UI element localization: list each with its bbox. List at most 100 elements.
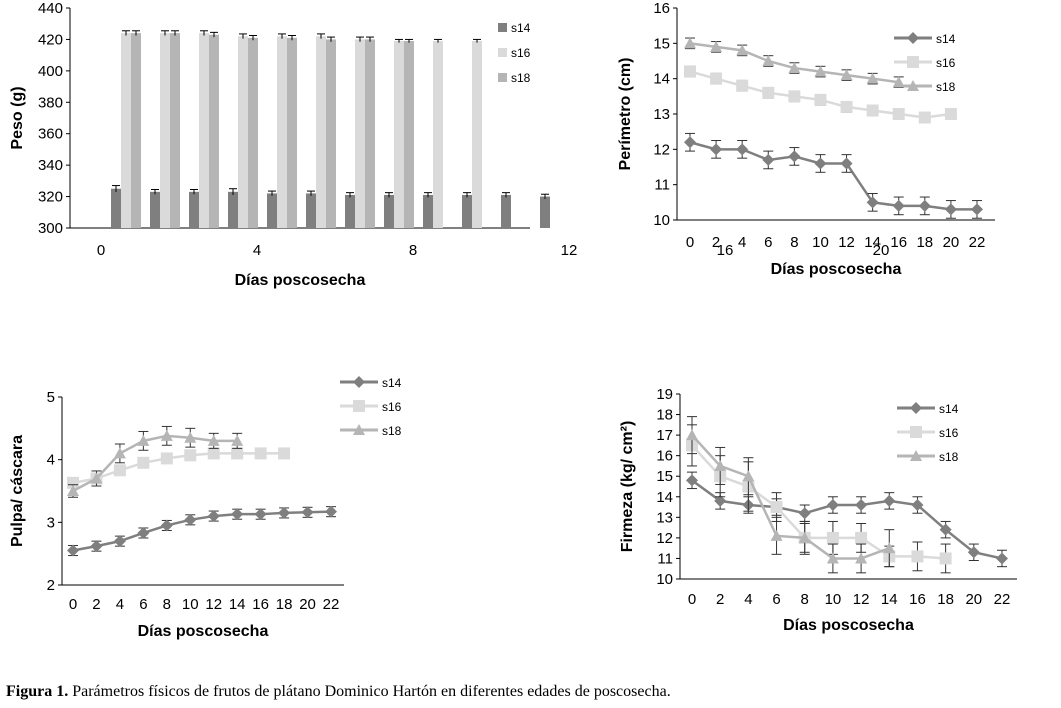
x-axis-title: Días poscosecha [783, 617, 914, 634]
legend-label-s18: s18 [382, 424, 402, 438]
data-point-s14 [814, 157, 827, 170]
data-point-s14 [826, 499, 839, 511]
data-point-s18 [736, 44, 749, 56]
data-point-s14 [184, 513, 197, 526]
y-tick-label: 11 [657, 550, 673, 567]
y-tick-label: 14 [653, 71, 670, 88]
data-point-s14 [911, 499, 924, 511]
data-point-s16 [911, 550, 924, 563]
data-point-s18 [892, 76, 905, 88]
bar-s14 [423, 195, 433, 228]
data-point-s18 [866, 72, 879, 84]
data-point-s16 [184, 449, 197, 462]
figure-caption: Figura 1. Parámetros físicos de frutos d… [6, 683, 671, 701]
y-tick-label: 18 [656, 407, 673, 424]
series-line-s16 [691, 444, 946, 560]
x-tick-label: 20 [965, 591, 982, 608]
x-tick-label: 6 [764, 234, 772, 251]
y-tick-label: 11 [654, 177, 670, 194]
caption-text: Parámetros físicos de frutos de plátano … [68, 683, 671, 700]
y-tick-label: 10 [653, 212, 670, 229]
data-point-s18 [90, 472, 103, 484]
x-tick-label: 12 [561, 242, 578, 259]
data-point-s18 [788, 62, 801, 74]
legend-label-s16: s16 [382, 400, 402, 414]
legend-marker-s16 [910, 426, 922, 438]
data-point-s18 [814, 65, 827, 77]
x-tick-label: 2 [716, 591, 724, 608]
legend-swatch-s16 [498, 48, 507, 57]
y-tick-label: 440 [38, 0, 63, 17]
y-tick-label: 340 [38, 157, 63, 174]
y-axis-title: Perímetro (cm) [617, 58, 634, 171]
x-tick-label: 12 [853, 591, 870, 608]
y-tick-label: 12 [656, 530, 673, 547]
bar-s16 [277, 36, 287, 229]
data-point-s18 [883, 542, 896, 554]
data-point-s16 [892, 108, 905, 120]
y-tick-label: 19 [656, 386, 673, 403]
x-tick-label: 10 [812, 234, 829, 251]
x-tick-label: 4 [116, 596, 124, 613]
x-tick-label: 16 [717, 242, 734, 259]
bar-s16 [355, 39, 365, 228]
data-point-s18 [67, 485, 79, 496]
data-point-s16 [113, 464, 126, 477]
legend-label-s14: s14 [939, 402, 959, 416]
legend-label-s14: s14 [511, 21, 531, 35]
x-tick-label: 10 [182, 596, 199, 613]
data-point-s16 [770, 501, 783, 514]
data-point-s14 [686, 474, 698, 487]
legend-label-s14: s14 [936, 32, 956, 46]
data-point-s16 [231, 447, 244, 460]
x-tick-label: 8 [801, 591, 809, 608]
bar-s14 [345, 195, 355, 228]
bar-s18 [170, 33, 180, 229]
legend-label-s16: s16 [939, 426, 959, 440]
data-point-s18 [686, 429, 698, 441]
data-point-s14 [762, 153, 775, 166]
bar-s14 [540, 196, 550, 228]
bar-s14 [384, 195, 394, 228]
x-tick-label: 0 [688, 591, 696, 608]
data-point-s18 [742, 470, 755, 482]
bar-s14 [189, 191, 199, 228]
y-tick-label: 4 [47, 452, 55, 469]
data-point-s16 [866, 104, 879, 117]
bar-s16 [121, 33, 131, 229]
caption-label: Figura 1. [6, 683, 69, 700]
x-tick-label: 4 [738, 234, 746, 251]
x-tick-label: 0 [69, 596, 77, 613]
x-tick-label: 20 [943, 234, 960, 251]
y-tick-label: 16 [653, 0, 670, 17]
y-tick-label: 5 [47, 389, 55, 406]
bar-s14 [111, 188, 121, 228]
y-tick-label: 420 [38, 31, 63, 48]
y-tick-label: 10 [656, 571, 673, 588]
legend-label-s16: s16 [936, 56, 956, 70]
legend-marker-s18 [910, 450, 922, 461]
x-axis-title: Días poscosecha [138, 623, 269, 640]
data-point-s18 [684, 37, 696, 49]
y-tick-label: 2 [47, 577, 55, 594]
data-point-s16 [137, 456, 150, 469]
x-tick-label: 18 [937, 591, 954, 608]
series-line-s14 [72, 510, 332, 552]
legend-label-s16: s16 [511, 46, 531, 60]
bar-s18 [131, 33, 141, 229]
x-tick-label: 14 [229, 596, 246, 613]
legend-marker-s16 [353, 400, 365, 412]
x-tick-label: 2 [712, 234, 720, 251]
series-line-s18 [72, 434, 238, 493]
data-point-s14 [736, 143, 749, 156]
data-point-s14 [254, 508, 267, 521]
data-point-s14 [684, 136, 696, 149]
x-tick-label: 22 [994, 591, 1011, 608]
data-point-s18 [113, 447, 126, 459]
data-point-s14 [944, 203, 957, 216]
data-point-s16 [67, 476, 79, 489]
x-tick-label: 14 [864, 234, 881, 251]
x-tick-label: 12 [205, 596, 222, 613]
